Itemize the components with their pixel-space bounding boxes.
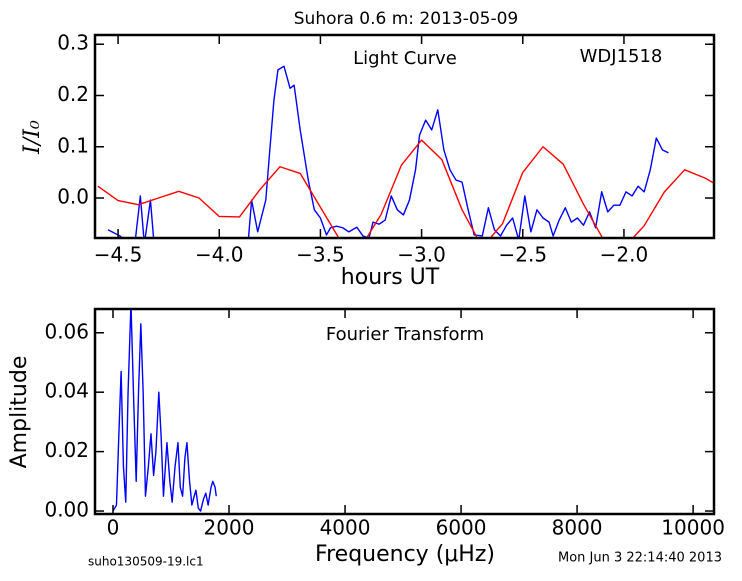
plot-area [112, 309, 217, 512]
annotation: Fourier Transform [326, 324, 484, 345]
x-tick-label: 2000 [204, 516, 255, 540]
chart-title: Suhora 0.6 m: 2013-05-09 [294, 9, 518, 29]
series-line [107, 65, 669, 238]
y-tick-label: 0.3 [57, 31, 89, 55]
y-tick-label: 0.02 [44, 438, 89, 462]
footer-right: Mon Jun 3 22:14:40 2013 [558, 551, 722, 566]
x-tick-label: 6000 [436, 516, 487, 540]
axes-frame [93, 307, 716, 516]
annotation: WDJ1518 [580, 46, 663, 67]
y-tick-label: 0.06 [44, 319, 89, 343]
x-tick-label: −2.5 [498, 243, 547, 267]
x-tick-label: −4.0 [195, 243, 244, 267]
axes-frame [93, 33, 716, 240]
y-axis-label: Amplitude [7, 356, 32, 469]
x-tick-label: 10000 [661, 516, 725, 540]
x-axis-label: Frequency (μHz) [315, 542, 495, 567]
y-tick-label: 0.00 [44, 498, 89, 522]
series-line [97, 139, 714, 238]
y-tick-label: 0.0 [57, 185, 89, 209]
x-tick-label: −3.5 [296, 243, 345, 267]
series-line [112, 309, 217, 512]
annotation: Light Curve [353, 48, 457, 69]
x-tick-label: 0 [107, 516, 120, 540]
x-tick-label: −2.0 [600, 243, 649, 267]
y-axis-label: I/I₀ [20, 120, 45, 155]
y-tick-label: 0.1 [57, 133, 89, 157]
plot-area [97, 65, 714, 238]
x-axis-label: hours UT [341, 265, 440, 290]
x-tick-label: 8000 [552, 516, 603, 540]
y-tick-label: 0.2 [57, 82, 89, 106]
x-tick-label: −4.5 [94, 243, 143, 267]
x-tick-label: 4000 [320, 516, 371, 540]
footer-left: suho130509-19.lc1 [88, 555, 204, 569]
x-tick-label: −3.0 [397, 243, 446, 267]
y-tick-label: 0.04 [44, 379, 89, 403]
